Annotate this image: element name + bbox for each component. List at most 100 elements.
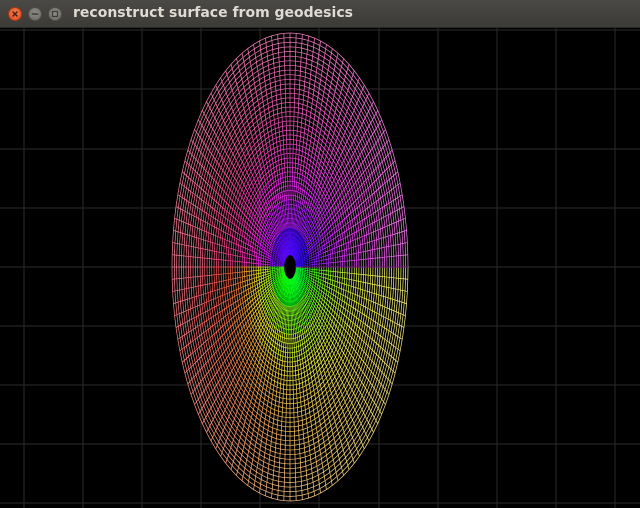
mesh-ring-segment xyxy=(312,314,315,318)
mesh-ring-segment xyxy=(376,334,379,344)
mesh-ring-segment xyxy=(232,392,237,399)
mesh-ring-segment xyxy=(273,418,278,421)
mesh-ring-segment xyxy=(325,385,330,390)
mesh-ring-segment xyxy=(244,319,247,324)
title-bar[interactable]: reconstruct surface from geodesics xyxy=(0,0,640,28)
mesh-ring-segment xyxy=(369,241,371,251)
mesh-ring-segment xyxy=(355,160,360,168)
mesh-ring-segment xyxy=(207,175,211,184)
mesh-ring-segment xyxy=(378,324,381,335)
mesh-ring-segment xyxy=(225,423,231,431)
render-viewport[interactable] xyxy=(0,28,640,508)
mesh-ring-segment xyxy=(306,167,310,170)
mesh-ring-segment xyxy=(297,130,301,133)
mesh-ring-segment xyxy=(275,371,279,374)
mesh-ring-segment xyxy=(348,107,353,115)
mesh-ring-segment xyxy=(297,364,301,366)
mesh-ring-segment xyxy=(327,233,329,238)
mesh-ring-segment xyxy=(244,107,250,113)
mesh-ring-segment xyxy=(353,373,357,381)
mesh-ring-segment xyxy=(359,177,363,185)
mesh-ring-segment xyxy=(354,309,356,317)
mesh-ring-segment xyxy=(317,238,320,242)
mesh-ring-segment xyxy=(308,96,313,100)
mesh-ring-segment xyxy=(311,103,317,107)
mesh-ring-segment xyxy=(314,139,319,143)
mesh-ring-segment xyxy=(220,303,223,311)
mesh-ring-segment xyxy=(295,65,301,67)
mesh-ring-segment xyxy=(208,301,211,310)
mesh-ring-segment xyxy=(223,239,226,247)
surface-canvas[interactable] xyxy=(0,28,640,508)
mesh-ring-segment xyxy=(319,133,324,138)
mesh-ring-segment xyxy=(261,154,266,158)
mesh-ring-segment xyxy=(347,291,349,298)
mesh-ring-segment xyxy=(239,161,243,168)
mesh-ring-segment xyxy=(243,380,248,386)
mesh-ring-segment xyxy=(297,121,302,124)
mesh-ring-segment xyxy=(225,370,229,378)
mesh-ring-segment xyxy=(295,457,301,460)
mesh-ring-segment xyxy=(227,389,232,397)
close-button[interactable] xyxy=(8,7,22,21)
mesh-ring-segment xyxy=(326,193,330,198)
mesh-ring-segment xyxy=(304,374,308,378)
mesh-ring-segment xyxy=(242,396,247,402)
mesh-ring-segment xyxy=(236,207,239,214)
mesh-ring-segment xyxy=(247,116,252,121)
mesh-ring-segment xyxy=(231,370,235,377)
mesh-ring-segment xyxy=(231,157,235,164)
mesh-ring-segment xyxy=(316,200,320,204)
mesh-ring-segment xyxy=(371,363,375,372)
mesh-ring-segment xyxy=(351,196,354,203)
mesh-ring-segment xyxy=(247,74,253,79)
mesh-ring-segment xyxy=(351,187,355,195)
mesh-ring-segment xyxy=(257,392,262,397)
mesh-ring-segment xyxy=(241,433,247,439)
mesh-ring-segment xyxy=(216,154,221,163)
mesh-ring-segment xyxy=(315,230,317,233)
mesh-ring-segment xyxy=(265,242,267,246)
mesh-ring-segment xyxy=(249,82,255,88)
mesh-ring-segment xyxy=(259,315,262,319)
mesh-ring-segment xyxy=(265,306,267,310)
mesh-ring-segment xyxy=(301,183,304,186)
mesh-ring-segment xyxy=(247,303,250,309)
mesh-ring-segment xyxy=(359,330,362,338)
mesh-ring-segment xyxy=(256,284,259,288)
mesh-ring-segment xyxy=(244,376,249,382)
mesh-ring-segment xyxy=(300,188,303,191)
mesh-ring-segment xyxy=(203,294,205,304)
mesh-ring-segment xyxy=(201,323,205,333)
mesh-ring-segment xyxy=(371,330,375,340)
mesh-ring-segment xyxy=(253,313,256,318)
mesh-ring-segment xyxy=(228,306,231,313)
mesh-ring-segment xyxy=(316,146,321,150)
maximize-button[interactable] xyxy=(48,7,62,21)
minimize-button[interactable] xyxy=(28,7,42,21)
mesh-ring-segment xyxy=(246,433,252,439)
mesh-ring-segment xyxy=(249,405,254,410)
mesh-ring-segment xyxy=(319,365,323,370)
mesh-ring-segment xyxy=(276,169,280,172)
mesh-ring-segment xyxy=(293,402,298,404)
mesh-ring-segment xyxy=(276,429,282,431)
mesh-ring-segment xyxy=(255,301,257,306)
mesh-ring-segment xyxy=(296,388,300,390)
mesh-ring-segment xyxy=(337,212,340,218)
mesh-ring-segment xyxy=(332,330,335,336)
mesh-ring-segment xyxy=(324,381,328,386)
mesh-ring-segment xyxy=(264,219,267,223)
mesh-ring-segment xyxy=(252,286,254,291)
mesh-ring-segment xyxy=(231,349,235,357)
mesh-ring-segment xyxy=(347,183,351,191)
mesh-ring-segment xyxy=(324,182,328,187)
mesh-ring-segment xyxy=(312,353,316,357)
mesh-ring-segment xyxy=(240,165,245,171)
mesh-ring-segment xyxy=(234,389,239,396)
mesh-ring-segment xyxy=(366,217,369,226)
mesh-ring-segment xyxy=(363,353,367,362)
mesh-ring-segment xyxy=(316,224,318,228)
mesh-ring-segment xyxy=(317,97,323,101)
mesh-ring-segment xyxy=(250,144,255,149)
